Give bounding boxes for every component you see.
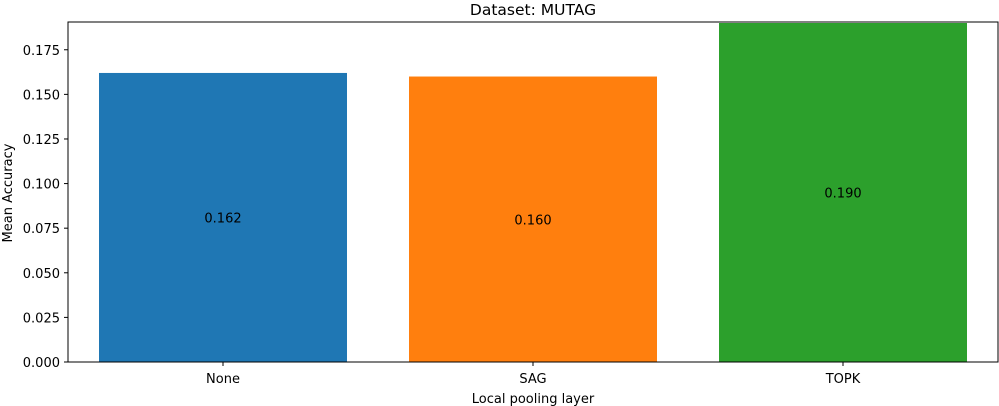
x-axis-label: Local pooling layer <box>472 392 595 406</box>
y-axis-ticks: 0.000 0.025 0.050 0.075 0.100 0.125 0.150 0.175 <box>23 44 68 371</box>
y-tick-label: 0.050 <box>23 267 60 282</box>
bar-none <box>99 72 347 363</box>
data-label: 0.190 <box>824 187 861 202</box>
y-tick-label: 0.000 <box>23 356 60 371</box>
y-tick-label: 0.125 <box>23 133 60 148</box>
y-tick-label: 0.075 <box>23 222 60 237</box>
bar-topk <box>719 23 967 362</box>
y-tick-label: 0.100 <box>23 178 60 193</box>
chart-title: Dataset: MUTAG <box>470 1 596 19</box>
data-labels: 0.162 0.160 0.190 <box>204 187 861 229</box>
x-axis-ticks: None SAG TOPK <box>206 362 861 387</box>
bars-group <box>99 23 967 363</box>
y-tick-label: 0.025 <box>23 311 60 326</box>
bar-sag <box>409 76 657 363</box>
plot-frame <box>67 21 999 363</box>
y-tick-label: 0.175 <box>23 44 60 59</box>
x-tick-label: TOPK <box>825 372 861 387</box>
x-tick-label: SAG <box>519 372 546 387</box>
y-axis-label: Mean Accuracy <box>1 143 16 242</box>
data-label: 0.160 <box>514 213 551 228</box>
x-tick-label: None <box>206 372 240 387</box>
data-label: 0.162 <box>204 211 241 226</box>
y-tick-label: 0.150 <box>23 88 60 103</box>
